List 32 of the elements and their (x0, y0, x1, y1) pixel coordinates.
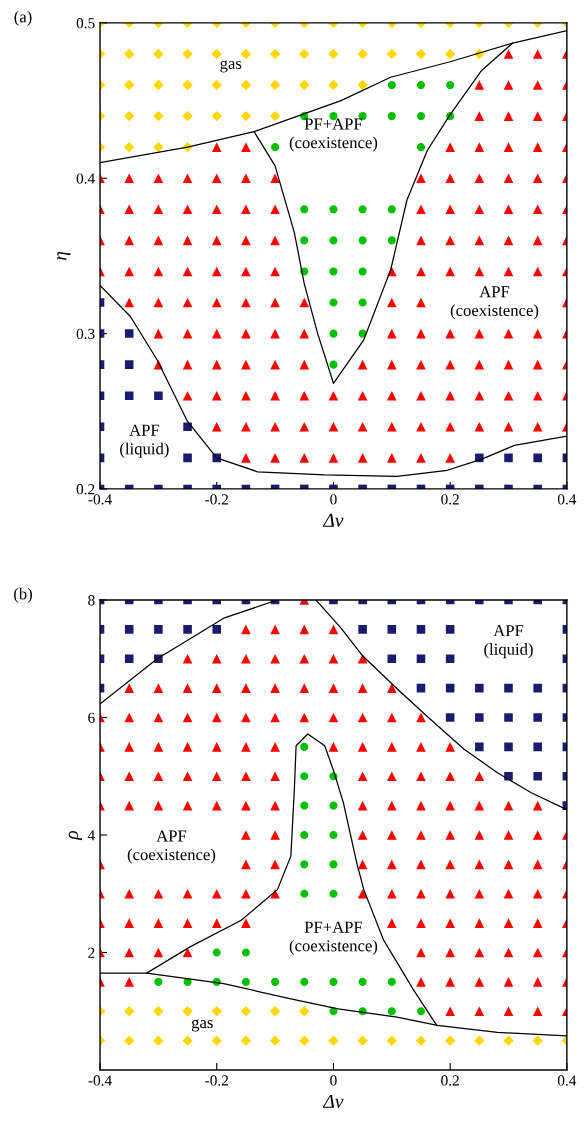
x-tick-label: -0.4 (88, 494, 112, 505)
x-tick-label: -0.2 (205, 1075, 228, 1086)
x-tick-label: 0.2 (441, 1075, 459, 1086)
chart-title: (a) (14, 10, 32, 26)
annotation: PF+APF (coexistence) (289, 921, 378, 955)
y-tick-label: 0.5 (76, 18, 95, 29)
y-axis-title: η (57, 251, 71, 261)
x-tick-label: 0 (330, 494, 337, 505)
x-tick-label: 0.4 (557, 494, 577, 505)
x-tick-label: 0.2 (441, 494, 459, 505)
y-tick-label: 8 (88, 595, 95, 606)
y-tick-label: 2 (88, 947, 95, 958)
y-tick-label: 0.2 (76, 484, 95, 495)
y-tick-label: 0.3 (76, 328, 95, 340)
x-tick-label: -0.4 (88, 1075, 112, 1086)
chart-title: (b) (14, 587, 32, 603)
y-tick-label: 6 (88, 712, 95, 723)
x-tick-label: 0.4 (557, 1075, 577, 1086)
x-axis-title: Δv (322, 1094, 344, 1108)
annotation: gas (220, 60, 242, 73)
annotation: PF+APF (coexistence) (289, 118, 378, 152)
y-tick-label: 0.4 (76, 173, 95, 184)
annotation: APF (liquid) (120, 424, 169, 458)
y-tick-label: 4 (87, 830, 95, 841)
y-axis-title: ρ (68, 830, 82, 841)
x-axis-title: Δv (322, 513, 344, 527)
annotation: APF (liquid) (484, 625, 533, 659)
annotation: APF (coexistence) (450, 286, 539, 320)
annotation: APF (coexistence) (127, 830, 216, 864)
x-tick-label: 0 (330, 1075, 337, 1086)
annotation: gas (191, 1019, 213, 1032)
x-tick-label: -0.2 (205, 494, 228, 505)
